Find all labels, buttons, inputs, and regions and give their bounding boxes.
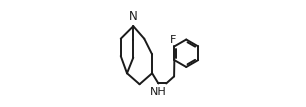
Text: F: F (170, 35, 177, 45)
Text: NH: NH (150, 87, 167, 97)
Text: N: N (129, 10, 138, 23)
